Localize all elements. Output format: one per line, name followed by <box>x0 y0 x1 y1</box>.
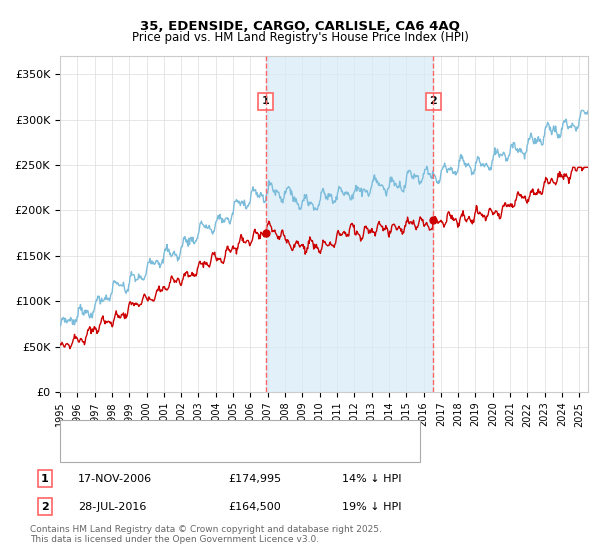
Text: 2: 2 <box>430 96 437 106</box>
Text: 17-NOV-2006: 17-NOV-2006 <box>78 474 152 484</box>
Text: ——: —— <box>69 445 94 459</box>
Text: Contains HM Land Registry data © Crown copyright and database right 2025.
This d: Contains HM Land Registry data © Crown c… <box>30 525 382 544</box>
Text: 19% ↓ HPI: 19% ↓ HPI <box>342 502 401 512</box>
Text: 1: 1 <box>262 96 269 106</box>
Text: 35, EDENSIDE, CARGO, CARLISLE, CA6 4AQ: 35, EDENSIDE, CARGO, CARLISLE, CA6 4AQ <box>140 20 460 32</box>
Text: 14% ↓ HPI: 14% ↓ HPI <box>342 474 401 484</box>
Text: ——: —— <box>69 424 94 438</box>
Text: £174,995: £174,995 <box>228 474 281 484</box>
Text: 28-JUL-2016: 28-JUL-2016 <box>78 502 146 512</box>
Text: HPI: Average price, detached house, Cumberland: HPI: Average price, detached house, Cumb… <box>93 447 350 457</box>
Text: 2: 2 <box>41 502 49 512</box>
Text: Price paid vs. HM Land Registry's House Price Index (HPI): Price paid vs. HM Land Registry's House … <box>131 31 469 44</box>
Text: £164,500: £164,500 <box>228 502 281 512</box>
Text: 35, EDENSIDE, CARGO, CARLISLE, CA6 4AQ (detached house): 35, EDENSIDE, CARGO, CARLISLE, CA6 4AQ (… <box>93 426 414 436</box>
Text: 1: 1 <box>41 474 49 484</box>
